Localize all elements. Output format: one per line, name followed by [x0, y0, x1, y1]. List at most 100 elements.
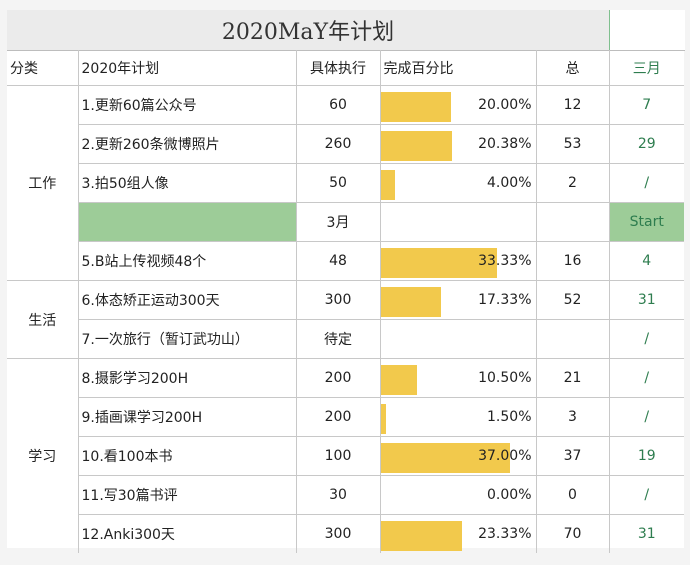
month-cell[interactable]: /: [608, 163, 684, 203]
plan-cell[interactable]: 2.更新260条微博照片: [78, 124, 297, 164]
month-cell[interactable]: 19: [608, 436, 684, 476]
month-cell[interactable]: /: [608, 397, 684, 437]
total-cell[interactable]: [536, 202, 610, 242]
month-cell[interactable]: Start: [608, 202, 684, 242]
total-cell[interactable]: 21: [536, 358, 610, 398]
exec-cell[interactable]: 待定: [296, 319, 381, 359]
pct-value: 0.00%: [487, 487, 532, 503]
exec-cell[interactable]: 200: [296, 397, 381, 437]
plan-cell[interactable]: 10.看100本书: [78, 436, 297, 476]
pct-value: 17.33%: [478, 292, 532, 308]
plan-cell[interactable]: 9.插画课学习200H: [78, 397, 297, 437]
progress-bar: [380, 521, 463, 551]
pct-cell[interactable]: 1.50%: [380, 397, 537, 437]
exec-cell[interactable]: 48: [296, 241, 381, 281]
table-row: 学习 8.摄影学习200H 200 10.50% 21/: [7, 358, 684, 553]
plan-cell[interactable]: 5.B站上传视频48个: [78, 241, 297, 281]
exec-cell[interactable]: 260: [296, 124, 381, 164]
pct-cell[interactable]: 20.00%: [380, 85, 537, 125]
pct-value: 37.00%: [478, 448, 532, 464]
exec-cell[interactable]: 200: [296, 358, 381, 398]
total-cell[interactable]: 12: [536, 85, 610, 125]
plan-cell[interactable]: 1.更新60篇公众号: [78, 85, 297, 125]
pct-cell[interactable]: 23.33%: [380, 514, 537, 553]
plan-cell[interactable]: [78, 202, 297, 242]
total-cell[interactable]: 53: [536, 124, 610, 164]
header-exec[interactable]: 具体执行: [296, 50, 381, 86]
table-row: 3.拍50组人像 50 4.00% 2/: [7, 163, 684, 203]
pct-cell[interactable]: 0.00%: [380, 475, 537, 515]
table-row: 12.Anki300天 300 23.33% 70 31: [7, 514, 684, 553]
pct-cell[interactable]: 4.00%: [380, 163, 537, 203]
progress-bar: [380, 248, 498, 278]
header-row: 分类 2020年计划 具体执行 完成百分比 总 三月: [7, 50, 684, 86]
header-category[interactable]: 分类: [7, 50, 79, 86]
month-cell[interactable]: /: [608, 358, 684, 398]
month-cell[interactable]: 4: [608, 241, 684, 281]
total-cell[interactable]: 52: [536, 280, 610, 320]
month-cell[interactable]: 29: [608, 124, 684, 164]
table-row: 5.B站上传视频48个 48 33.33% 16 4: [7, 241, 684, 281]
exec-cell[interactable]: 50: [296, 163, 381, 203]
table-row: 7.一次旅行（暂订武功山） 待定 /: [7, 319, 684, 359]
exec-cell[interactable]: 300: [296, 514, 381, 553]
exec-cell[interactable]: 60: [296, 85, 381, 125]
table-row: 2.更新260条微博照片 260 20.38% 53 29: [7, 124, 684, 164]
pct-value: 10.50%: [478, 370, 532, 386]
table-row: 3月 Start: [7, 202, 684, 242]
month-cell[interactable]: 7: [608, 85, 684, 125]
table-row: 工作 1.更新60篇公众号 60 20.00% 12 7: [7, 85, 684, 281]
table-row: 10.看100本书 100 37.00% 37 19: [7, 436, 684, 476]
plan-table: 分类 2020年计划 具体执行 完成百分比 总 三月 工作 1.更新60篇公众号 6…: [7, 50, 684, 553]
exec-cell[interactable]: 100: [296, 436, 381, 476]
progress-bar: [380, 170, 395, 200]
pct-cell[interactable]: 10.50%: [380, 358, 537, 398]
month-cell[interactable]: 31: [608, 514, 684, 553]
total-cell[interactable]: 2: [536, 163, 610, 203]
category-study[interactable]: 学习: [7, 358, 79, 553]
table-row: 9.插画课学习200H 200 1.50% 3/: [7, 397, 684, 437]
progress-bar: [380, 287, 442, 317]
pct-cell[interactable]: 33.33%: [380, 241, 537, 281]
pct-cell[interactable]: 37.00%: [380, 436, 537, 476]
header-pct[interactable]: 完成百分比: [380, 50, 537, 86]
exec-cell[interactable]: 3月: [296, 202, 381, 242]
plan-cell[interactable]: 6.体态矫正运动300天: [78, 280, 297, 320]
category-life[interactable]: 生活: [7, 280, 79, 359]
spreadsheet: 2020MaY年计划 分类 2020年计划 具体执行 完成百分比 总 三月 工作…: [7, 10, 685, 553]
plan-cell[interactable]: 8.摄影学习200H: [78, 358, 297, 398]
progress-bar: [380, 131, 453, 161]
month-cell[interactable]: /: [608, 475, 684, 515]
header-month[interactable]: 三月: [608, 50, 684, 86]
pct-cell[interactable]: 20.38%: [380, 124, 537, 164]
exec-cell[interactable]: 30: [296, 475, 381, 515]
pct-cell[interactable]: 17.33%: [380, 280, 537, 320]
total-cell[interactable]: 70: [536, 514, 610, 553]
total-cell[interactable]: 37: [536, 436, 610, 476]
pct-cell[interactable]: [380, 202, 537, 242]
pct-value: 20.38%: [478, 136, 532, 152]
pct-value: 20.00%: [478, 97, 532, 113]
exec-cell[interactable]: 300: [296, 280, 381, 320]
header-total[interactable]: 总: [536, 50, 610, 86]
pct-value: 33.33%: [478, 253, 532, 269]
plan-cell[interactable]: 12.Anki300天: [78, 514, 297, 553]
pct-value: 4.00%: [487, 175, 532, 191]
progress-bar: [380, 443, 511, 473]
month-cell[interactable]: 31: [608, 280, 684, 320]
total-cell[interactable]: 3: [536, 397, 610, 437]
category-work[interactable]: 工作: [7, 85, 79, 281]
plan-cell[interactable]: 11.写30篇书评: [78, 475, 297, 515]
title-right-cell[interactable]: [609, 10, 685, 51]
month-cell[interactable]: /: [608, 319, 684, 359]
total-cell[interactable]: [536, 319, 610, 359]
sheet-title[interactable]: 2020MaY年计划: [7, 10, 609, 51]
header-plan[interactable]: 2020年计划: [78, 50, 297, 86]
total-cell[interactable]: 0: [536, 475, 610, 515]
total-cell[interactable]: 16: [536, 241, 610, 281]
progress-bar: [380, 404, 386, 434]
plan-cell[interactable]: 7.一次旅行（暂订武功山）: [78, 319, 297, 359]
plan-cell[interactable]: 3.拍50组人像: [78, 163, 297, 203]
pct-cell[interactable]: [380, 319, 537, 359]
table-row: 生活 6.体态矫正运动300天 300 17.33% 52 31: [7, 280, 684, 359]
